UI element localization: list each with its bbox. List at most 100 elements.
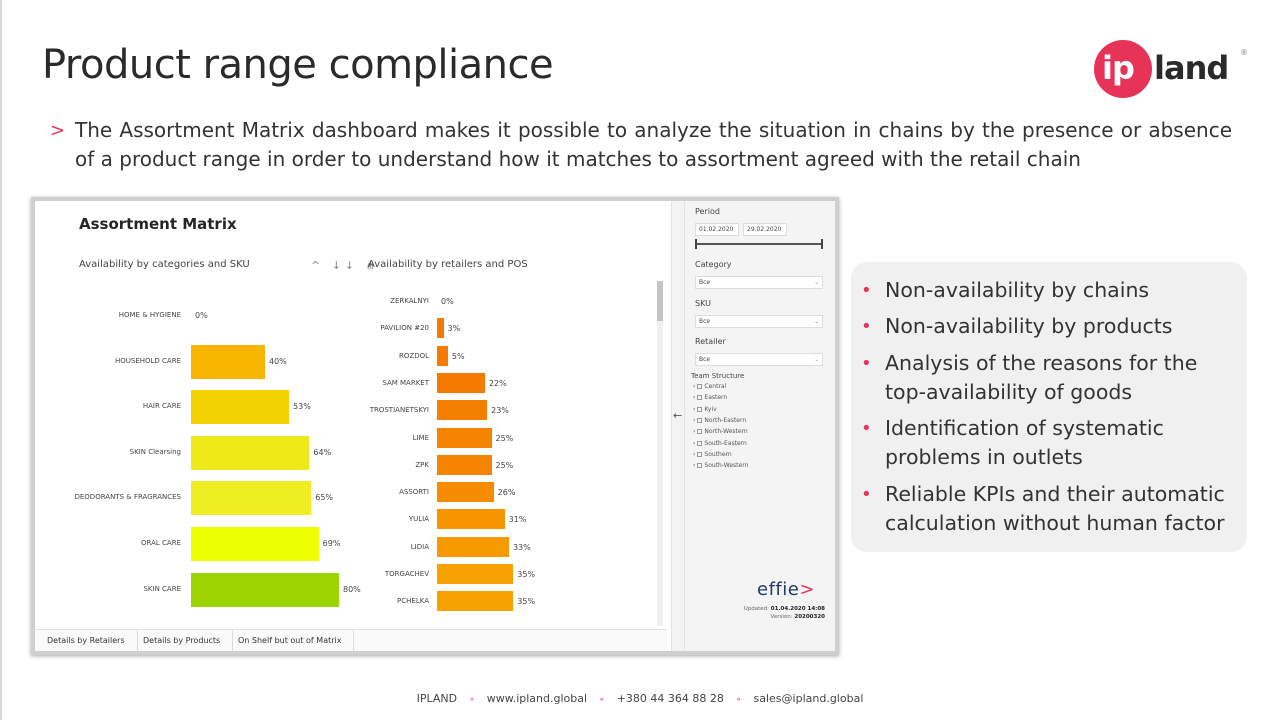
bullet-dot-icon: • [861, 484, 872, 505]
expand-caret-icon[interactable]: › [693, 428, 696, 436]
category-label: DEODORANTS & FRAGRANCES [74, 493, 181, 502]
expand-caret-icon[interactable]: › [693, 462, 696, 470]
retailer-label: ASSORTI [399, 488, 429, 497]
category-bar [191, 435, 310, 470]
footer-separator-icon: ∘ [599, 695, 605, 705]
retailer-bar [437, 400, 488, 421]
checkbox[interactable] [697, 417, 703, 423]
date-to-input[interactable]: 29.02.2020 [743, 223, 787, 236]
retailer-value-label: 26% [497, 488, 516, 498]
team-structure-label: Team Structure [691, 372, 745, 380]
expand-caret-icon[interactable]: › [693, 439, 696, 447]
update-info: Updated: 01.04.2020 14:08 Version: 20200… [715, 605, 825, 621]
chevron-down-icon: ⌄ [813, 356, 819, 363]
feature-bullet: • Analysis of the reasons for the top-ava… [861, 349, 1241, 407]
expand-caret-icon[interactable]: › [693, 416, 696, 424]
retailer-bar [437, 509, 505, 530]
category-value-label: 80% [343, 584, 361, 594]
retailer-value-label: 31% [508, 515, 527, 525]
bullet-dot-icon: • [861, 280, 872, 301]
team-structure-item-label: Eastern [704, 394, 728, 402]
date-from-input[interactable]: 01.02.2020 [695, 223, 739, 236]
checkbox[interactable] [697, 463, 703, 469]
effie-logo-mark: > [799, 579, 815, 600]
team-structure-item[interactable]: › Southern [693, 451, 732, 458]
filter-pane: Period 01.02.2020 29.02.2020 Category Вс… [685, 201, 835, 651]
slide-edge-rule [0, 0, 2, 720]
report-tabs: Details by Retailers Details by Products… [35, 629, 667, 651]
category-value-label: 0% [195, 311, 208, 320]
category-value-label: 69% [322, 539, 341, 548]
retailer-label: ROZDOL [399, 351, 429, 360]
expand-caret-icon[interactable]: › [693, 383, 696, 390]
category-value-label: 40% [269, 356, 287, 366]
footer-email-link[interactable]: sales@ipland.global [753, 692, 864, 705]
footer-separator-icon: ∘ [469, 695, 475, 705]
tab-details-by-products[interactable]: Details by Products [131, 630, 234, 651]
category-value: Все [699, 279, 711, 286]
checkbox[interactable] [697, 406, 703, 412]
expand-caret-icon[interactable]: › [693, 405, 696, 413]
bullet-dot-icon: • [861, 418, 872, 439]
team-structure-item[interactable]: › North-Western [693, 428, 748, 435]
drill-controls-icon[interactable]: ^ ↓↓ ⋔ [311, 259, 379, 272]
chart-scrollbar-thumb[interactable] [657, 281, 663, 321]
retailer-value-label: 23% [491, 406, 509, 416]
category-value-label: 53% [293, 402, 311, 412]
retailer-bar [437, 482, 494, 503]
retailer-bar [437, 318, 444, 339]
retailer-bar [437, 454, 492, 475]
period-slider[interactable] [695, 243, 823, 245]
team-structure-item-label: Southern [704, 450, 732, 458]
logo-circle [1094, 40, 1152, 98]
period-slider-end-handle[interactable] [821, 239, 823, 249]
feature-bullet: • Non-availability by products [861, 312, 1241, 341]
chevron-down-icon: ⌄ [813, 279, 819, 286]
footer-company: IPLAND [416, 692, 458, 705]
expand-caret-icon[interactable]: › [693, 394, 696, 402]
updated-label: Updated: [743, 606, 770, 612]
chart-scrollbar-track[interactable] [657, 281, 663, 626]
category-bar [191, 481, 312, 516]
expand-caret-icon[interactable]: › [693, 450, 696, 458]
period-label: Period [695, 207, 720, 216]
tab-on-shelf-out-of-matrix[interactable]: On Shelf but out of Matrix [226, 630, 355, 651]
retailer-label: LIDIA [410, 542, 429, 551]
dashboard-screenshot: Assortment Matrix Availability by catego… [31, 197, 839, 655]
retailer-bar [437, 427, 492, 448]
retailer-bar [437, 564, 514, 584]
footer-phone: +380 44 364 88 28 [616, 692, 724, 705]
sku-select[interactable]: Все ⌄ [695, 315, 823, 328]
retailer-label: SAM MARKET [382, 378, 429, 387]
category-bar [191, 572, 339, 607]
version-label: Version: [770, 614, 793, 620]
period-slider-start-handle[interactable] [695, 239, 697, 249]
checkbox[interactable] [697, 440, 703, 446]
retailer-label: ZPK [415, 460, 429, 469]
dashboard-title: Assortment Matrix [79, 215, 237, 233]
filter-pane-toggle[interactable]: ← [671, 201, 685, 651]
team-structure-item[interactable]: › South-Western [693, 462, 748, 469]
retailer-value-label: 5% [451, 351, 465, 361]
feature-bullet: • Non-availability by chains [861, 276, 1241, 305]
team-structure-item[interactable]: › South-Eastern [693, 440, 747, 447]
footer-website-link[interactable]: www.ipland.global [486, 692, 588, 705]
category-select[interactable]: Все ⌄ [695, 276, 823, 289]
category-label: SKIN Clearsing [129, 447, 181, 456]
retailer-value-label: 35% [517, 570, 536, 579]
checkbox[interactable] [697, 384, 703, 389]
category-bar [191, 527, 319, 561]
sku-value: Все [699, 318, 711, 325]
team-structure-item[interactable]: › North-Eastern [693, 417, 746, 424]
checkbox[interactable] [697, 451, 703, 457]
tab-details-by-retailers[interactable]: Details by Retailers [35, 630, 138, 651]
team-structure-item-label: Central [704, 383, 727, 390]
team-structure-item[interactable]: › Kyiv [693, 406, 717, 413]
retailer-select[interactable]: Все ⌄ [695, 353, 823, 366]
checkbox[interactable] [697, 395, 703, 401]
team-structure-item[interactable]: › Eastern [693, 394, 727, 401]
checkbox[interactable] [697, 429, 703, 435]
slide-footer: IPLAND ∘ www.ipland.global ∘ +380 44 364 88 … [0, 692, 1280, 705]
team-structure-item[interactable]: › Central [693, 383, 726, 390]
left-chart-title: Availability by categories and SKU [79, 259, 250, 270]
